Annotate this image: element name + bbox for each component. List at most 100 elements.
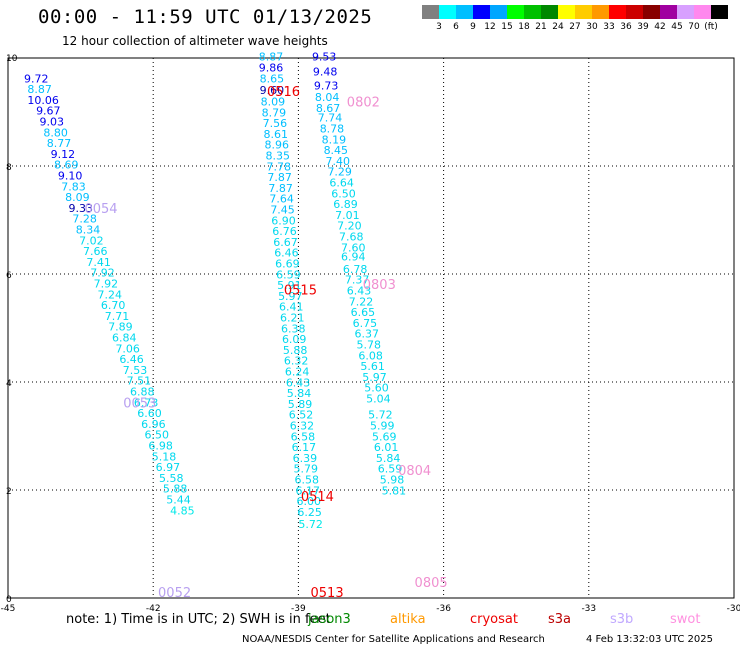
wave-height-value: 8.80 (43, 126, 68, 139)
wave-height-value: 5.18 (152, 450, 177, 463)
wave-height-value: 6.17 (292, 441, 317, 454)
pass-time-label: 0514 (301, 490, 334, 505)
wave-height-value: 6.90 (271, 214, 296, 227)
x-tick-label: -33 (581, 604, 596, 614)
map-subtitle: 12 hour collection of altimeter wave hei… (62, 34, 328, 48)
wave-height-value: 5.60 (364, 382, 389, 395)
pass-time-label: 0803 (363, 278, 396, 293)
wave-height-value: 7.53 (123, 364, 148, 377)
colorbar-label: 39 (637, 22, 649, 32)
colorbar-label: 36 (620, 22, 632, 32)
wave-height-value: 5.61 (360, 360, 385, 373)
credit-line: NOAA/NESDIS Center for Satellite Applica… (242, 634, 545, 645)
x-tick-label: -36 (436, 604, 451, 614)
wave-height-value: 8.78 (320, 123, 345, 136)
colorbar-swatch (541, 5, 558, 19)
wave-height-value: 8.09 (65, 191, 90, 204)
wave-height-value: 8.77 (47, 137, 72, 150)
wave-height-value: 6.00 (296, 495, 321, 508)
wave-height-value: 6.60 (137, 407, 162, 420)
satellite-legend-s3b: s3b (610, 612, 634, 627)
pass-time-label: 0516 (267, 85, 300, 100)
timestamp-line: 4 Feb 13:32:03 UTC 2025 (586, 634, 713, 645)
wave-height-value: 5.44 (166, 494, 191, 507)
colorbar-label: 24 (552, 22, 564, 32)
colorbar-label: 27 (569, 22, 581, 32)
colorbar-swatch (524, 5, 541, 19)
pass-time-label: 0515 (284, 284, 317, 299)
wave-height-value: 8.34 (76, 224, 101, 237)
map-title: 00:00 - 11:59 UTC 01/13/2025 (38, 6, 373, 28)
wave-height-value: 5.81 (382, 484, 407, 497)
wave-height-value: 6.59 (378, 463, 403, 476)
satellite-legend-s3a: s3a (548, 612, 572, 627)
wave-height-value: 7.20 (337, 220, 362, 233)
colorbar-swatch (422, 5, 439, 19)
colorbar-label: 18 (518, 22, 530, 32)
wave-height-value: 6.58 (295, 474, 320, 487)
wave-height-value: 5.69 (372, 430, 397, 443)
x-tick-label: -39 (291, 604, 306, 614)
wave-height-value: 9.10 (58, 170, 83, 183)
pass-time-label: 0054 (84, 202, 117, 217)
y-tick-label: 0 (6, 595, 12, 605)
wave-height-value: 7.71 (105, 310, 130, 323)
wave-height-value: 9.72 (24, 72, 49, 85)
pass-time-label: 0052 (158, 586, 191, 601)
wave-height-value: 7.87 (267, 171, 292, 184)
wave-height-value: 7.83 (61, 180, 86, 193)
wave-height-value: 8.96 (265, 139, 290, 152)
wave-height-value: 5.98 (380, 474, 405, 487)
wave-height-value: 6.97 (156, 461, 181, 474)
satellite-legend-altika: altika (390, 612, 426, 627)
wave-height-value: 7.64 (269, 193, 294, 206)
wave-height-value: 5.78 (356, 339, 381, 352)
wave-height-value: 6.84 (112, 332, 137, 345)
wave-height-value: 5.79 (294, 463, 319, 476)
wave-height-value: 7.41 (86, 256, 111, 269)
colorbar-label: 12 (484, 22, 496, 32)
wave-height-value: 6.75 (353, 317, 378, 330)
wave-height-value: 6.38 (281, 322, 306, 335)
wave-height-value: 7.40 (326, 155, 351, 168)
colorbar-swatch (626, 5, 643, 19)
wave-height-value: 7.78 (266, 160, 291, 173)
wave-height-value: 6.64 (329, 177, 354, 190)
colorbar-swatch (660, 5, 677, 19)
wave-height-value: 9.86 (259, 62, 284, 75)
wave-height-value: 10.06 (27, 94, 59, 107)
colorbar-swatch (490, 5, 507, 19)
wave-height-value: 7.56 (263, 117, 288, 130)
wave-height-value: 7.68 (339, 231, 364, 244)
wave-height-value: 6.32 (284, 355, 309, 368)
wave-height-value: 7.60 (341, 241, 366, 254)
wave-height-value: 8.61 (264, 128, 289, 141)
wave-height-value: 6.88 (130, 386, 155, 399)
colorbar-swatch (711, 5, 728, 19)
y-tick-label: 4 (6, 379, 12, 389)
wave-height-value: 9.53 (312, 51, 337, 64)
wave-height-value: 6.21 (280, 312, 305, 325)
wave-height-value: 8.87 (27, 83, 52, 96)
colorbar-label: 21 (535, 22, 547, 32)
wave-height-value: 6.32 (290, 420, 315, 433)
wave-height-value: 5.58 (159, 472, 184, 485)
wave-height-value: 6.09 (282, 333, 307, 346)
wave-height-value: 6.69 (275, 258, 300, 271)
wave-height-value: 7.02 (79, 234, 104, 247)
pass-time-label: 0805 (415, 576, 448, 591)
wave-height-value: 6.43 (347, 285, 372, 298)
wave-height-value: 5.89 (288, 398, 313, 411)
wave-height-value: 6.50 (331, 187, 356, 200)
wave-height-value: 4.85 (170, 504, 195, 517)
wave-height-value: 7.22 (349, 295, 374, 308)
wave-height-value: 5.91 (277, 279, 302, 292)
wave-height-value: 9.48 (313, 65, 338, 78)
wave-height-value: 6.43 (286, 376, 311, 389)
pass-time-label: 0513 (311, 586, 344, 601)
wave-height-value: 9.03 (39, 116, 64, 129)
wave-height-value: 6.24 (285, 366, 310, 379)
wave-height-value: 7.37 (345, 274, 370, 287)
